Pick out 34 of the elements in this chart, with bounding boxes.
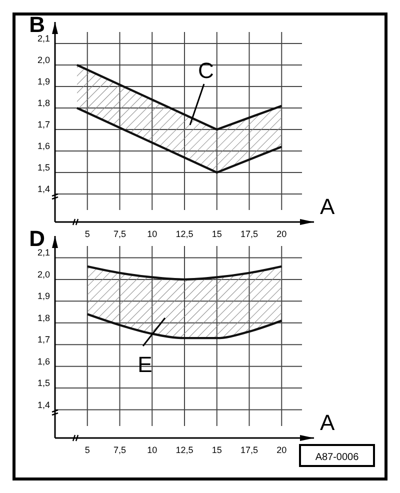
x-axis-title: A [320, 194, 335, 219]
x-tick-label: 10 [147, 445, 158, 455]
y-tick-label: 1,5 [37, 378, 50, 388]
x-tick-label: 15 [212, 229, 222, 239]
y-tick-label: 1,4 [37, 400, 50, 410]
y-tick-label: 1,4 [37, 184, 50, 194]
x-tick-label: 15 [212, 445, 222, 455]
y-tick-label: 2,1 [37, 34, 50, 44]
x-tick-label: 7,5 [113, 445, 126, 455]
x-tick-label: 20 [276, 229, 287, 239]
x-tick-label: 20 [276, 445, 287, 455]
x-tick-label: 5 [84, 229, 90, 239]
y-tick-label: 2,0 [37, 269, 50, 280]
x-tick-label: 17,5 [240, 229, 258, 239]
y-tick-label: 1,7 [37, 120, 50, 130]
y-tick-label: 1,9 [37, 291, 50, 302]
y-tick-label: 1,9 [37, 76, 50, 87]
y-tick-label: 1,8 [37, 98, 50, 108]
y-tick-label: 1,8 [37, 312, 50, 323]
y-tick-label: 2,0 [37, 55, 50, 66]
x-tick-label: 5 [84, 445, 90, 455]
x-tick-label: 17,5 [240, 445, 258, 455]
x-axis-title: A [320, 410, 335, 435]
x-tick-label: 12,5 [176, 445, 194, 455]
x-tick-label: 10 [147, 229, 158, 239]
x-tick-label: 12,5 [176, 229, 194, 239]
x-tick-label: 7,5 [113, 229, 126, 239]
y-tick-label: 1,6 [37, 356, 50, 366]
annotation: C [198, 58, 214, 83]
y-tick-label: 1,7 [37, 334, 50, 345]
y-tick-label: 2,1 [37, 248, 50, 258]
y-tick-label: 1,6 [37, 141, 50, 152]
y-tick-label: 1,5 [37, 162, 50, 173]
text: A87-0006 [315, 452, 360, 463]
